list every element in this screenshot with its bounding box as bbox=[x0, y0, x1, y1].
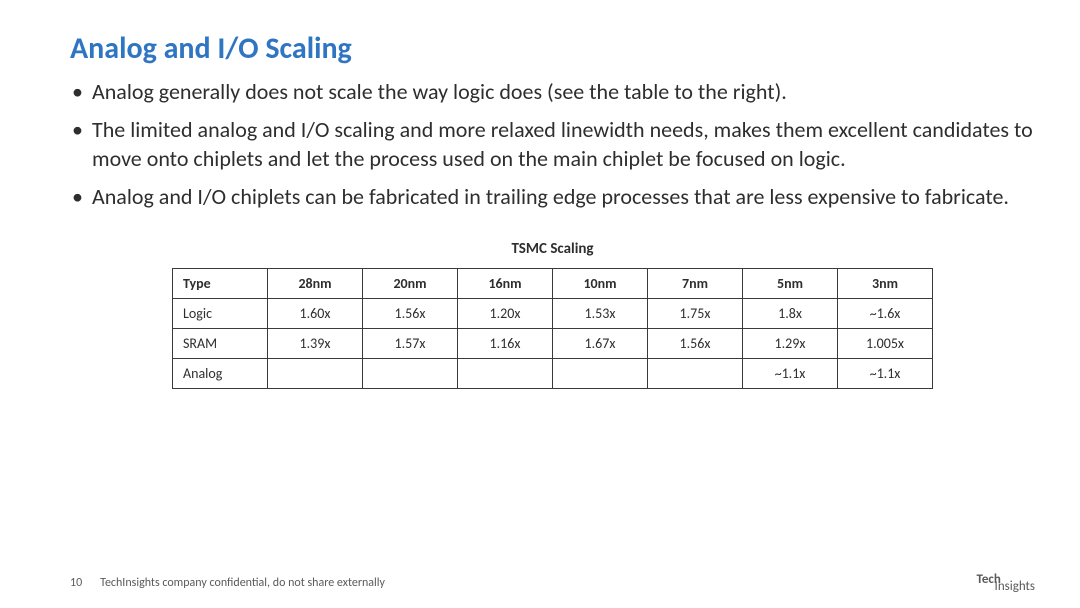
table-cell: 1.005x bbox=[838, 328, 933, 358]
bullet-item: The limited analog and I/O scaling and m… bbox=[70, 115, 1035, 174]
table-cell: Analog bbox=[173, 358, 268, 388]
confidential-notice: TechInsights company confidential, do no… bbox=[100, 576, 385, 590]
table-cell: ~1.1x bbox=[743, 358, 838, 388]
table-cell: 1.56x bbox=[363, 298, 458, 328]
scaling-table: Type 28nm 20nm 16nm 10nm 7nm 5nm 3nm Log… bbox=[172, 268, 933, 389]
table-row: Logic 1.60x 1.56x 1.20x 1.53x 1.75x 1.8x… bbox=[173, 298, 933, 328]
table-cell: 1.8x bbox=[743, 298, 838, 328]
table-header-cell: Type bbox=[173, 268, 268, 298]
table-cell: 1.53x bbox=[553, 298, 648, 328]
table-cell bbox=[363, 358, 458, 388]
table-header-cell: 28nm bbox=[268, 268, 363, 298]
bullet-item: Analog generally does not scale the way … bbox=[70, 77, 1035, 107]
table-cell: 1.75x bbox=[648, 298, 743, 328]
table-cell: Logic bbox=[173, 298, 268, 328]
footer-left: 10 TechInsights company confidential, do… bbox=[70, 576, 385, 590]
techinsights-logo: Tech Insights bbox=[977, 576, 1035, 590]
table-cell: ~1.6x bbox=[838, 298, 933, 328]
table-cell: 1.20x bbox=[458, 298, 553, 328]
table-cell bbox=[268, 358, 363, 388]
logo-line-2: Insights bbox=[995, 583, 1035, 590]
table-cell bbox=[648, 358, 743, 388]
table-row: SRAM 1.39x 1.57x 1.16x 1.67x 1.56x 1.29x… bbox=[173, 328, 933, 358]
table-cell: 1.60x bbox=[268, 298, 363, 328]
table-title: TSMC Scaling bbox=[70, 240, 1035, 258]
table-header-cell: 20nm bbox=[363, 268, 458, 298]
table-cell: SRAM bbox=[173, 328, 268, 358]
table-cell: 1.56x bbox=[648, 328, 743, 358]
table-cell bbox=[553, 358, 648, 388]
table-header-cell: 3nm bbox=[838, 268, 933, 298]
table-container: Type 28nm 20nm 16nm 10nm 7nm 5nm 3nm Log… bbox=[70, 268, 1035, 389]
table-cell bbox=[458, 358, 553, 388]
bullet-item: Analog and I/O chiplets can be fabricate… bbox=[70, 182, 1035, 212]
table-cell: 1.57x bbox=[363, 328, 458, 358]
table-cell: 1.67x bbox=[553, 328, 648, 358]
table-cell: 1.29x bbox=[743, 328, 838, 358]
slide-title: Analog and I/O Scaling bbox=[70, 30, 1035, 67]
table-header-row: Type 28nm 20nm 16nm 10nm 7nm 5nm 3nm bbox=[173, 268, 933, 298]
table-cell: 1.39x bbox=[268, 328, 363, 358]
table-row: Analog ~1.1x ~1.1x bbox=[173, 358, 933, 388]
bullet-list: Analog generally does not scale the way … bbox=[70, 77, 1035, 212]
page-number: 10 bbox=[70, 576, 82, 590]
table-header-cell: 7nm bbox=[648, 268, 743, 298]
table-header-cell: 5nm bbox=[743, 268, 838, 298]
slide-footer: 10 TechInsights company confidential, do… bbox=[70, 576, 1035, 590]
table-cell: 1.16x bbox=[458, 328, 553, 358]
table-header-cell: 16nm bbox=[458, 268, 553, 298]
table-cell: ~1.1x bbox=[838, 358, 933, 388]
table-header-cell: 10nm bbox=[553, 268, 648, 298]
